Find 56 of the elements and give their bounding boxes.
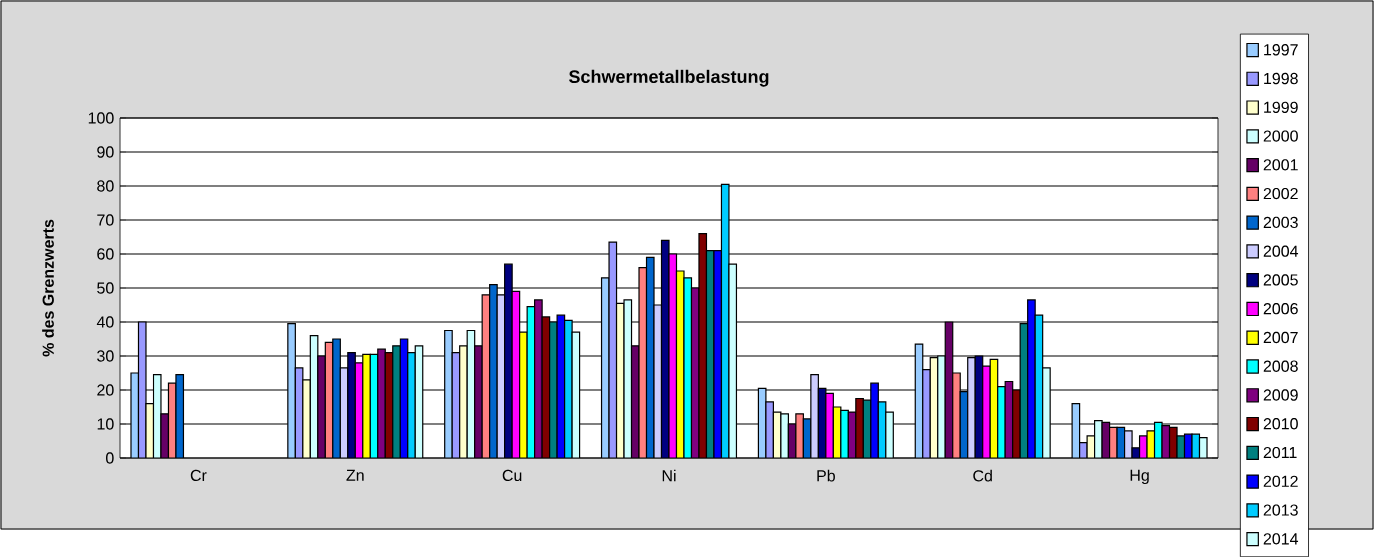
bar — [287, 323, 296, 458]
y-tick-label: 20 — [97, 384, 114, 396]
legend-label: 2013 — [1263, 504, 1298, 516]
chart-title: Schwermetallbelastung — [569, 69, 769, 87]
y-tick-label: 100 — [88, 112, 114, 124]
y-tick-label: 80 — [97, 180, 114, 192]
bar — [1027, 299, 1036, 458]
y-tick-label: 30 — [97, 350, 114, 362]
bar — [377, 348, 386, 458]
bar — [997, 385, 1006, 458]
x-tick-label: Zn — [346, 469, 364, 481]
legend-label: 2012 — [1263, 475, 1298, 487]
legend-label: 2010 — [1263, 418, 1298, 430]
bar — [459, 345, 468, 458]
bar — [489, 283, 498, 458]
legend-label: 1999 — [1264, 101, 1298, 113]
y-tick-label: 90 — [97, 146, 114, 158]
bar — [967, 357, 976, 458]
legend-label: 2001 — [1263, 159, 1298, 171]
legend-label: 2014 — [1263, 533, 1299, 545]
bar — [362, 353, 371, 458]
bar — [332, 338, 341, 458]
y-axis-title: % des Grenzwerts — [42, 219, 54, 357]
legend-label: 2009 — [1263, 389, 1298, 401]
y-tick-label: 0 — [106, 452, 114, 464]
bar — [347, 351, 356, 458]
legend-label: 2006 — [1263, 302, 1298, 315]
y-tick-label: 40 — [96, 316, 114, 328]
y-tick-label: 10 — [97, 418, 114, 430]
bar — [937, 355, 946, 458]
legend-label: 2011 — [1263, 446, 1297, 459]
bar — [444, 329, 453, 458]
legend-label: 1997 — [1264, 44, 1298, 56]
x-tick-label: Cu — [502, 469, 522, 481]
legend-label: 2007 — [1263, 331, 1298, 344]
bar — [317, 355, 326, 458]
bar — [407, 351, 416, 458]
x-tick-label: Ni — [662, 469, 676, 482]
x-tick-label: Cr — [190, 469, 207, 481]
legend-label: 2005 — [1263, 274, 1298, 286]
y-tick-label: 70 — [97, 214, 114, 226]
bar — [302, 379, 311, 458]
legend-label: 2002 — [1263, 187, 1298, 200]
legend-label: 1998 — [1264, 72, 1298, 85]
bar — [840, 409, 849, 458]
bar — [870, 382, 879, 458]
y-tick-label: 50 — [97, 282, 114, 294]
y-tick-label: 60 — [97, 248, 114, 260]
legend-label: 2004 — [1263, 245, 1299, 257]
legend-label: 2000 — [1263, 130, 1298, 142]
x-tick-label: Pb — [817, 469, 835, 482]
x-tick-label: Cd — [973, 469, 992, 482]
x-tick-label: Hg — [1130, 469, 1149, 484]
legend-label: 2008 — [1263, 360, 1298, 372]
legend-label: 2003 — [1263, 216, 1298, 228]
bar — [474, 345, 483, 458]
